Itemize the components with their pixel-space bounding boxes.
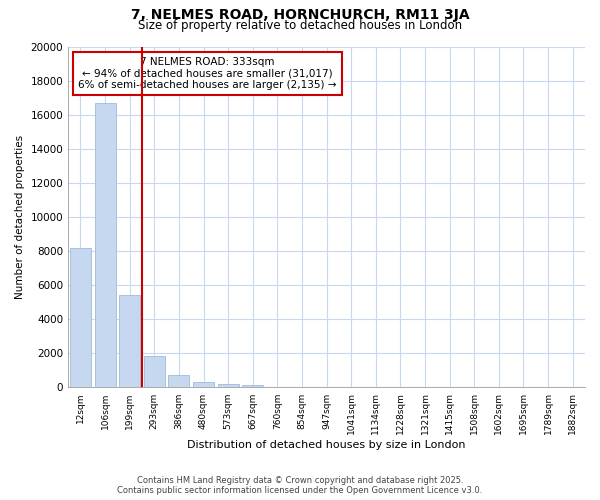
Bar <box>218 384 239 388</box>
Bar <box>267 386 288 388</box>
Bar <box>119 296 140 388</box>
Bar <box>70 248 91 388</box>
Bar <box>144 356 165 388</box>
Y-axis label: Number of detached properties: Number of detached properties <box>15 135 25 299</box>
Bar <box>169 374 190 388</box>
Text: 7, NELMES ROAD, HORNCHURCH, RM11 3JA: 7, NELMES ROAD, HORNCHURCH, RM11 3JA <box>131 8 469 22</box>
Text: 7 NELMES ROAD: 333sqm
← 94% of detached houses are smaller (31,017)
6% of semi-d: 7 NELMES ROAD: 333sqm ← 94% of detached … <box>79 56 337 90</box>
Text: Contains HM Land Registry data © Crown copyright and database right 2025.
Contai: Contains HM Land Registry data © Crown c… <box>118 476 482 495</box>
Text: Size of property relative to detached houses in London: Size of property relative to detached ho… <box>138 18 462 32</box>
Bar <box>95 103 116 388</box>
X-axis label: Distribution of detached houses by size in London: Distribution of detached houses by size … <box>187 440 466 450</box>
Bar <box>242 385 263 388</box>
Bar <box>193 382 214 388</box>
